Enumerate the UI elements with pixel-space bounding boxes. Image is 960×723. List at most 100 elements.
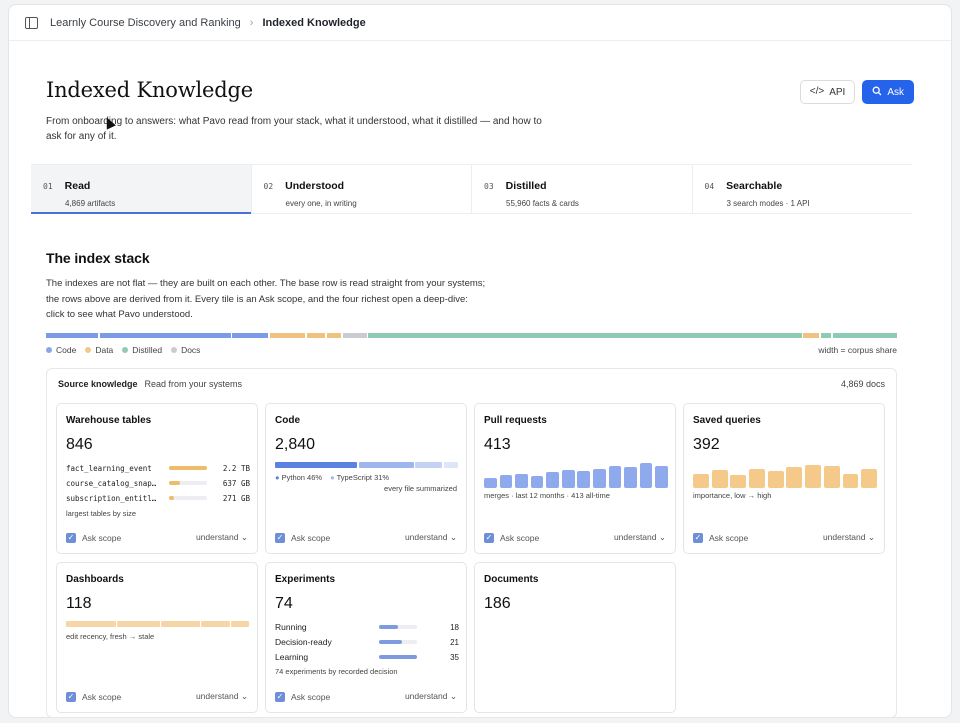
understand-toggle[interactable]: understand ⌄	[405, 532, 457, 543]
legend-code: Code	[46, 345, 76, 355]
corpus-segment-distilled	[368, 333, 802, 338]
step-label: Understood	[285, 180, 345, 192]
card-saved-queries[interactable]: Saved queries 392 importance, low → high…	[683, 403, 885, 554]
legend-label: Code	[56, 345, 77, 355]
code-icon: </>	[809, 86, 825, 97]
step-number: 01	[43, 182, 53, 191]
legend-python: ● Python 46%	[275, 473, 322, 482]
histogram-bar	[592, 468, 606, 488]
card-footer: ✓ Ask scope understand ⌄	[66, 691, 248, 702]
section-description: The indexes are not flat — they are buil…	[46, 278, 486, 320]
histogram-bar	[608, 465, 622, 488]
recency-segment	[161, 621, 200, 627]
card-warehouse-tables[interactable]: Warehouse tables 846 fact_learning_event…	[56, 403, 258, 554]
card-note: largest tables by size	[66, 509, 137, 518]
ask-button[interactable]: Ask	[862, 80, 914, 104]
step-understood[interactable]: 02 Understood every one, in writing	[252, 165, 472, 213]
card-title: Dashboards	[66, 574, 124, 585]
corpus-segment-data	[306, 333, 326, 338]
check-icon[interactable]: ✓	[275, 691, 285, 702]
legend-dot	[171, 347, 178, 353]
card-value: 186	[484, 595, 511, 612]
size-fill	[169, 481, 181, 485]
step-searchable[interactable]: 04 Searchable 3 search modes · 1 API	[693, 165, 913, 213]
recency-segment	[231, 621, 249, 627]
ask-scope-label: Ask scope	[500, 532, 540, 543]
section-title: The index stack	[46, 250, 150, 266]
chevron-down-icon: ⌄	[449, 532, 457, 542]
corpus-share-bar	[46, 333, 897, 338]
breadcrumb-parent[interactable]: Learnly Course Discovery and Ranking	[50, 16, 241, 29]
legend-dot	[85, 347, 92, 353]
ask-scope-label: Ask scope	[709, 532, 749, 543]
sidebar-toggle-icon[interactable]	[25, 16, 38, 29]
card-pull-requests[interactable]: Pull requests 413 merges · last 12 month…	[474, 403, 676, 554]
histogram-bar	[823, 465, 840, 488]
corpus-segment-code	[46, 333, 99, 338]
table-name: fact_learning_event	[66, 463, 152, 473]
table-name: course_catalog_snap…	[66, 478, 157, 488]
understand-toggle[interactable]: understand ⌄	[196, 532, 248, 543]
card-value: 118	[66, 595, 92, 612]
table-name: subscription_entitl…	[66, 493, 157, 503]
understand-toggle[interactable]: understand ⌄	[614, 532, 666, 543]
chevron-down-icon: ⌄	[658, 532, 666, 542]
check-icon[interactable]: ✓	[484, 532, 494, 543]
card-footer: ✓ Ask scope understand ⌄	[66, 532, 248, 543]
card-value: 392	[693, 436, 720, 453]
card-title: Experiments	[275, 574, 336, 585]
understand-label: understand	[195, 691, 239, 701]
header-actions: </> API Ask	[799, 80, 914, 104]
card-footer: ✓ Ask scope understand ⌄	[275, 532, 457, 543]
histogram-bar	[749, 468, 765, 488]
page-subtitle: From onboarding to answers: what Pavo re…	[46, 116, 542, 142]
merges-histogram	[484, 462, 668, 488]
language-segment	[415, 462, 443, 468]
understand-toggle[interactable]: understand ⌄	[823, 532, 875, 543]
understand-toggle[interactable]: understand ⌄	[196, 691, 248, 702]
card-note: edit recency, fresh → stale	[66, 632, 155, 641]
panel-title: Source knowledge	[58, 379, 138, 389]
card-title: Warehouse tables	[66, 415, 152, 426]
step-distilled[interactable]: 03 Distilled 55,960 facts & cards	[472, 165, 693, 213]
card-code[interactable]: Code 2,840 ● Python 46% ● TypeScript 31%…	[265, 403, 467, 554]
check-icon[interactable]: ✓	[275, 532, 285, 543]
api-button[interactable]: </> API	[799, 80, 856, 104]
step-sub: every one, in writing	[285, 199, 357, 208]
card-note: importance, low → high	[693, 491, 772, 500]
card-documents[interactable]: Documents 186	[474, 562, 676, 713]
ask-scope-label: Ask scope	[291, 532, 331, 543]
check-icon[interactable]: ✓	[693, 532, 703, 543]
card-note: every file summarized	[384, 484, 457, 493]
card-footer: ✓ Ask scope understand ⌄	[693, 532, 875, 543]
page-header: Indexed Knowledge From onboarding to ans…	[46, 78, 546, 144]
histogram-bar	[730, 475, 747, 488]
histogram-bar	[561, 469, 575, 488]
card-experiments[interactable]: Experiments 74 Running 18 Decision-ready…	[265, 562, 467, 713]
understand-toggle[interactable]: understand ⌄	[405, 691, 457, 702]
importance-histogram	[693, 462, 878, 488]
check-icon[interactable]: ✓	[66, 532, 76, 543]
histogram-bar	[693, 473, 709, 488]
recency-segment	[66, 621, 116, 627]
count-track	[379, 625, 417, 629]
legend-note: width = corpus share	[818, 345, 897, 355]
step-sub: 55,960 facts & cards	[506, 199, 579, 208]
python-share: Python 46%	[281, 473, 323, 482]
card-dashboards[interactable]: Dashboards 118 edit recency, fresh → sta…	[56, 562, 258, 713]
histogram-bar	[786, 467, 803, 488]
language-legend: ● Python 46% ● TypeScript 31%	[275, 473, 389, 482]
step-label: Read	[64, 180, 91, 192]
step-number: 03	[484, 182, 494, 191]
experiment-count: 35	[450, 652, 459, 662]
count-fill	[379, 625, 398, 629]
card-value: 846	[66, 436, 93, 453]
check-icon[interactable]: ✓	[66, 691, 76, 702]
card-footer: ✓ Ask scope understand ⌄	[484, 532, 666, 543]
histogram-bar	[639, 463, 653, 488]
table-size: 637 GB	[222, 478, 250, 488]
histogram-bar	[655, 465, 668, 488]
table-row: course_catalog_snap… 637 GB	[66, 478, 250, 488]
step-read[interactable]: 01 Read 4,869 artifacts	[31, 165, 252, 214]
language-segment	[443, 462, 458, 468]
